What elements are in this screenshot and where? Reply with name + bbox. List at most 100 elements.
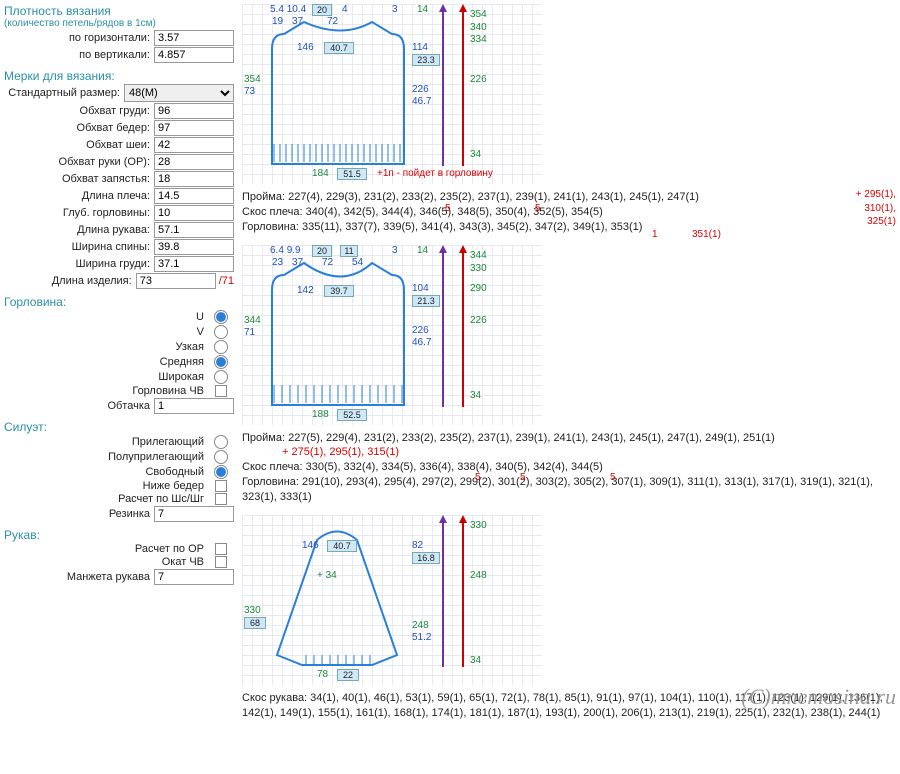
d2-t14: 14 xyxy=(417,245,428,256)
sil-calc-chk[interactable] xyxy=(215,493,227,505)
d1-t4: 4 xyxy=(342,4,348,15)
neck-chb-label: Горловина ЧВ xyxy=(4,385,208,397)
sil-rib-input[interactable] xyxy=(154,506,234,522)
neck-width-radio[interactable] xyxy=(214,340,228,354)
d2-525: 52.5 xyxy=(337,409,367,421)
meas-input[interactable] xyxy=(154,171,234,187)
d3-330l: 330 xyxy=(244,605,261,616)
measurements-title: Мерки для вязания: xyxy=(4,69,234,83)
sleeve-cuff-input[interactable] xyxy=(154,569,234,585)
meas-input[interactable] xyxy=(154,188,234,204)
t1-shoulder: Скос плеча: 340(4), 342(5), 344(4), 346(… xyxy=(242,205,896,220)
d1-467: 46.7 xyxy=(412,96,431,107)
text-block-1: Пройма: 227(4), 229(3), 231(2), 233(2), … xyxy=(242,190,896,235)
d2-226b: 226 xyxy=(412,325,429,336)
meas-label: Длина плеча: xyxy=(4,190,154,202)
d2-23: 23 xyxy=(272,257,283,268)
d2-37: 37 xyxy=(292,257,303,268)
neck-shape-radio[interactable] xyxy=(214,310,228,324)
density-subtitle: (количество петель/рядов в 1см) xyxy=(4,18,234,29)
t1-s2: 5 xyxy=(535,202,541,216)
silhouette-radio[interactable] xyxy=(214,465,228,479)
silhouette-radio[interactable] xyxy=(214,450,228,464)
silhouette-label: Свободный xyxy=(4,466,208,478)
d2-467: 46.7 xyxy=(412,337,431,348)
t2-s1: 5 xyxy=(475,471,481,485)
d1-note: +1п - пойдет в горловину xyxy=(377,168,493,179)
neck-chb[interactable] xyxy=(215,385,227,397)
d1-midbox: 40.7 xyxy=(324,42,354,54)
d2-mb: 39.7 xyxy=(324,285,354,297)
sil-calc-label: Расчет по Шс/Шг xyxy=(4,493,208,505)
meas-input[interactable] xyxy=(136,273,216,289)
meas-input[interactable] xyxy=(154,222,234,238)
d3-168: 16.8 xyxy=(412,552,440,564)
t2-shoulder: Скос плеча: 330(5), 332(4), 334(5), 336(… xyxy=(242,460,896,475)
neck-width-radio[interactable] xyxy=(214,355,228,369)
silhouette-radio[interactable] xyxy=(214,435,228,449)
sleeve-cuff-label: Манжета рукава xyxy=(4,571,154,583)
t2-s3: 5 xyxy=(610,471,616,485)
neck-width-label: Узкая xyxy=(4,341,208,353)
meas-input[interactable] xyxy=(154,256,234,272)
meas-input[interactable] xyxy=(154,205,234,221)
size-select[interactable]: 48(M) xyxy=(124,84,234,102)
d3-248b: 248 xyxy=(412,620,429,631)
d2-344: 344 xyxy=(470,250,487,261)
meas-label: Обхват запястья: xyxy=(4,173,154,185)
meas-input[interactable] xyxy=(154,137,234,153)
d1-184: 184 xyxy=(312,168,329,179)
neck-width-radio[interactable] xyxy=(214,370,228,384)
density-h-label: по горизонтали: xyxy=(4,32,154,44)
density-title: Плотность вязания xyxy=(4,4,234,18)
d3-512: 51.2 xyxy=(412,632,431,643)
d3-248: 248 xyxy=(470,570,487,581)
meas-label: Обхват руки (ОР): xyxy=(4,156,154,168)
d1-top-box: 20 xyxy=(312,4,332,16)
sleeve-calc-chk[interactable] xyxy=(215,543,227,555)
d1-233: 23.3 xyxy=(412,54,440,66)
neck-trim-input[interactable] xyxy=(154,398,234,414)
text-block-2: Пройма: 227(5), 229(4), 231(2), 233(2), … xyxy=(242,431,896,505)
diagram-back: 5.4 10.4 20 4 3 14 19 37 72 146 40.7 114… xyxy=(242,4,542,184)
d1-arrow-r xyxy=(462,6,464,166)
diagram-front: 6.4 9.9 20 11 3 14 23 37 72 54 142 39.7 … xyxy=(242,245,542,425)
sil-below-label: Ниже бедер xyxy=(4,480,208,492)
d2-top: 6.4 9.9 xyxy=(270,245,301,256)
density-v-input[interactable] xyxy=(154,47,234,63)
d2-213: 21.3 xyxy=(412,295,440,307)
d1-334: 334 xyxy=(470,34,487,45)
d3-ar xyxy=(462,517,464,667)
t2-armhole: Пройма: 227(5), 229(4), 231(2), 233(2), … xyxy=(242,431,896,446)
neck-shape-radio[interactable] xyxy=(214,325,228,339)
d2-188: 188 xyxy=(312,409,329,420)
meas-label: Длина изделия: xyxy=(4,275,136,287)
silhouette-label: Прилегающий xyxy=(4,436,208,448)
meas-label: Длина рукава: xyxy=(4,224,154,236)
sil-below-chk[interactable] xyxy=(215,480,227,492)
density-h-input[interactable] xyxy=(154,30,234,46)
d2-54: 54 xyxy=(352,257,363,268)
d1-515: 51.5 xyxy=(337,168,367,180)
d1-226: 226 xyxy=(470,74,487,85)
d1-340: 340 xyxy=(470,22,487,33)
meas-label: Обхват бедер: xyxy=(4,122,154,134)
neck-shape-label: U xyxy=(4,311,208,323)
density-v-label: по вертикали: xyxy=(4,49,154,61)
meas-label: Глуб. горловины: xyxy=(4,207,154,219)
d2-71l: 71 xyxy=(244,327,255,338)
meas-label: Обхват груди: xyxy=(4,105,154,117)
meas-input[interactable] xyxy=(154,103,234,119)
t2-neck: Горловина: 291(10), 293(4), 295(4), 297(… xyxy=(242,475,896,505)
meas-input[interactable] xyxy=(154,120,234,136)
meas-input[interactable] xyxy=(154,154,234,170)
d3-146: 146 xyxy=(302,540,319,551)
sleeve-okat-label: Окат ЧВ xyxy=(4,556,208,568)
sleeve-okat-chk[interactable] xyxy=(215,556,227,568)
watermark: (C)mnemosina.ru xyxy=(741,684,896,710)
d3-22: 22 xyxy=(337,669,359,681)
d2-al xyxy=(442,247,444,407)
d3-al xyxy=(442,517,444,667)
meas-input[interactable] xyxy=(154,239,234,255)
d3-407: 40.7 xyxy=(327,540,357,552)
